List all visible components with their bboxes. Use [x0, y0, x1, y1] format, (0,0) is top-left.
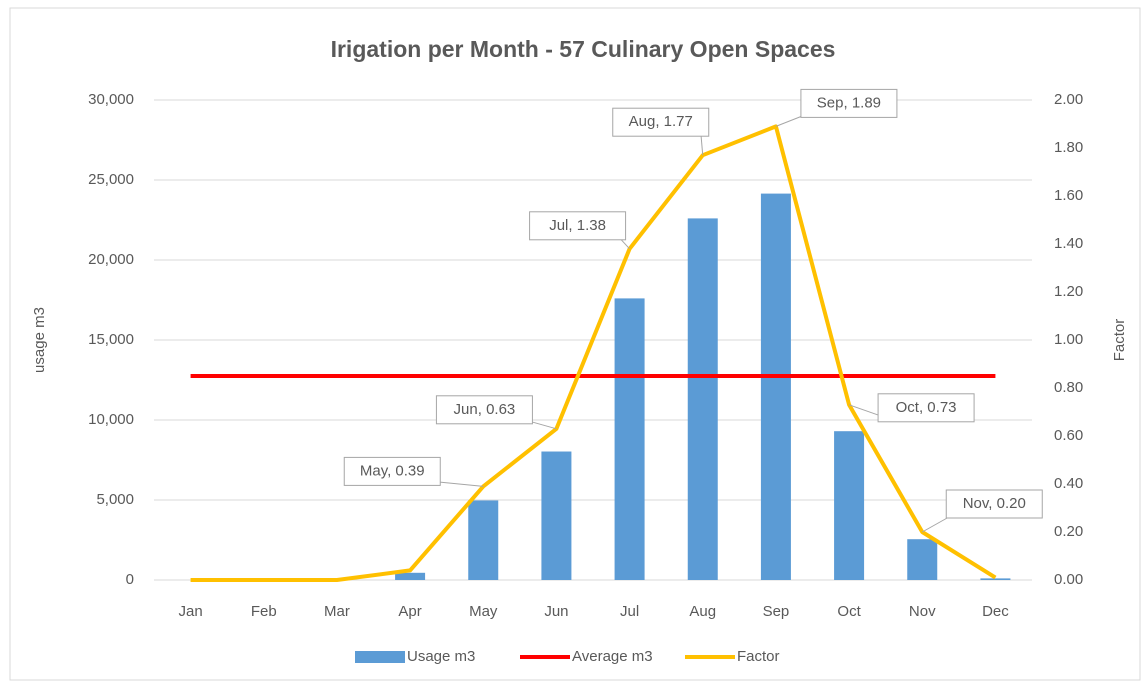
y-tick-label: 5,000 [96, 491, 134, 508]
y-tick-label: 20,000 [88, 251, 134, 268]
y-tick-label: 25,000 [88, 171, 134, 188]
y2-tick-label: 1.80 [1054, 139, 1083, 156]
bar [907, 539, 938, 580]
bar [980, 578, 1011, 580]
y2-tick-label: 0.40 [1054, 475, 1083, 492]
bar [834, 431, 865, 580]
y-axis-title: usage m3 [31, 307, 48, 373]
y2-tick-label: 0.00 [1054, 571, 1083, 588]
callout-box [435, 395, 533, 425]
callout-box [343, 456, 441, 486]
y2-tick-label: 0.20 [1054, 523, 1083, 540]
y2-tick-label: 1.60 [1054, 187, 1083, 204]
y2-axis-title: Factor [1111, 319, 1128, 362]
x-tick-label: May [469, 603, 498, 620]
data-label: Sep, 1.89 [817, 94, 881, 111]
y-tick-label: 10,000 [88, 411, 134, 428]
data-label: Jul, 1.38 [549, 217, 606, 234]
data-label: Oct, 0.73 [896, 399, 957, 416]
legend-swatch [355, 651, 405, 663]
x-tick-label: Jul [620, 603, 639, 620]
callout-box [612, 107, 710, 137]
y-tick-label: 15,000 [88, 331, 134, 348]
legend-label: Factor [737, 648, 780, 665]
x-tick-label: Aug [689, 603, 716, 620]
data-label: Nov, 0.20 [963, 495, 1026, 512]
line [190, 124, 997, 582]
x-tick-label: Mar [324, 603, 350, 620]
bar [614, 298, 645, 580]
x-tick-label: Oct [837, 603, 861, 620]
bar [541, 451, 572, 580]
callout-box [529, 211, 627, 241]
data-label: Jun, 0.63 [454, 401, 516, 418]
x-tick-label: Dec [982, 603, 1009, 620]
y2-tick-label: 0.80 [1054, 379, 1083, 396]
chart-title: Irigation per Month - 57 Culinary Open S… [331, 36, 836, 62]
x-tick-label: Jun [544, 603, 568, 620]
y2-tick-label: 2.00 [1054, 91, 1083, 108]
y2-tick-label: 1.40 [1054, 235, 1083, 252]
y-tick-label: 0 [126, 571, 134, 588]
callout-box [877, 393, 975, 423]
data-label: May, 0.39 [360, 462, 425, 479]
data-label: Aug, 1.77 [629, 113, 693, 130]
bar [395, 572, 426, 580]
y2-tick-label: 1.00 [1054, 331, 1083, 348]
y2-tick-label: 0.60 [1054, 427, 1083, 444]
x-tick-label: Feb [251, 603, 277, 620]
bar [468, 500, 499, 580]
callout-box [800, 88, 898, 118]
bar [760, 193, 791, 580]
y2-tick-label: 1.20 [1054, 283, 1083, 300]
x-tick-label: Nov [909, 603, 936, 620]
legend-label: Average m3 [572, 648, 653, 665]
x-tick-label: Apr [398, 603, 421, 620]
bar [687, 218, 718, 580]
x-tick-label: Sep [763, 603, 790, 620]
callout-box [945, 489, 1043, 519]
x-tick-label: Jan [178, 603, 202, 620]
y-tick-label: 30,000 [88, 91, 134, 108]
legend-label: Usage m3 [407, 648, 475, 665]
chart-border [9, 7, 1141, 681]
